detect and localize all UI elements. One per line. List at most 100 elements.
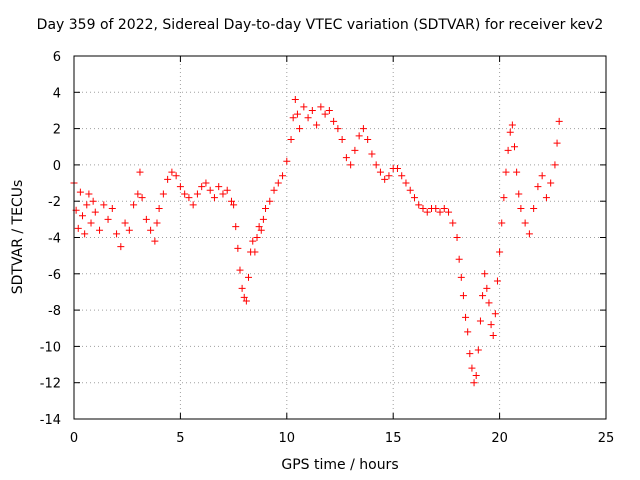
data-point bbox=[485, 299, 493, 307]
data-point bbox=[342, 154, 350, 162]
y-tick-label: -12 bbox=[40, 377, 61, 392]
data-point bbox=[381, 175, 389, 183]
data-point bbox=[108, 204, 116, 212]
data-point bbox=[385, 172, 393, 180]
y-tick-label: -4 bbox=[48, 232, 61, 247]
y-tick-label: -6 bbox=[48, 268, 61, 283]
data-point bbox=[513, 168, 521, 176]
data-point bbox=[240, 293, 248, 301]
data-point bbox=[464, 328, 472, 336]
data-point bbox=[487, 321, 495, 329]
data-point bbox=[521, 219, 529, 227]
data-point bbox=[506, 128, 514, 136]
data-point bbox=[508, 121, 516, 129]
data-point bbox=[176, 183, 184, 191]
data-point bbox=[172, 172, 180, 180]
data-point bbox=[259, 215, 267, 223]
y-tick-label: 0 bbox=[53, 159, 61, 174]
data-point bbox=[91, 208, 99, 216]
data-point bbox=[504, 146, 512, 154]
data-point bbox=[81, 230, 89, 238]
data-point bbox=[300, 103, 308, 111]
data-point bbox=[325, 106, 333, 114]
data-point bbox=[253, 234, 261, 241]
data-point bbox=[525, 230, 533, 238]
y-tick-label: -14 bbox=[40, 413, 61, 428]
data-point bbox=[130, 201, 138, 209]
data-point bbox=[219, 190, 227, 198]
data-point bbox=[351, 146, 359, 154]
data-point bbox=[198, 183, 206, 191]
data-point bbox=[164, 175, 172, 183]
data-point bbox=[85, 190, 93, 198]
data-point bbox=[249, 237, 257, 245]
data-point bbox=[74, 224, 82, 232]
x-axis-label: GPS time / hours bbox=[281, 457, 399, 473]
data-point bbox=[236, 266, 244, 274]
data-point bbox=[334, 125, 342, 133]
data-point bbox=[287, 135, 295, 143]
y-tick-label: -2 bbox=[48, 195, 61, 210]
data-point bbox=[436, 208, 444, 216]
data-point bbox=[79, 212, 87, 220]
data-point bbox=[147, 226, 155, 234]
y-tick-label: -10 bbox=[40, 340, 61, 355]
data-point bbox=[168, 168, 176, 176]
data-point bbox=[76, 188, 84, 196]
x-tick-label: 25 bbox=[598, 431, 615, 446]
data-point bbox=[368, 150, 376, 158]
data-point bbox=[449, 219, 457, 227]
data-point bbox=[251, 248, 259, 256]
data-point bbox=[423, 208, 431, 216]
data-point bbox=[181, 190, 189, 198]
data-point bbox=[472, 371, 480, 379]
data-point bbox=[242, 297, 250, 305]
data-point bbox=[453, 234, 461, 241]
data-point bbox=[151, 237, 159, 245]
data-point bbox=[538, 172, 546, 180]
data-point bbox=[136, 168, 144, 176]
chart-title: Day 359 of 2022, Sidereal Day-to-day VTE… bbox=[36, 17, 604, 33]
data-point bbox=[304, 114, 312, 122]
data-point bbox=[542, 194, 550, 202]
data-point bbox=[291, 96, 299, 104]
data-point bbox=[153, 219, 161, 227]
data-point bbox=[517, 204, 525, 212]
y-tick-label: -8 bbox=[48, 304, 61, 319]
data-point bbox=[87, 219, 95, 227]
x-tick-label: 10 bbox=[279, 431, 296, 446]
data-point bbox=[206, 186, 214, 194]
data-point bbox=[283, 157, 291, 165]
data-point bbox=[189, 201, 197, 209]
data-point bbox=[89, 197, 97, 205]
data-point bbox=[96, 226, 104, 234]
data-point bbox=[530, 204, 538, 212]
y-axis-label: SDTVAR / TECUs bbox=[10, 179, 26, 295]
data-point bbox=[289, 114, 297, 122]
data-point bbox=[445, 208, 453, 216]
x-tick-label: 0 bbox=[70, 431, 78, 446]
data-point bbox=[100, 201, 108, 209]
data-point bbox=[372, 161, 380, 169]
data-point bbox=[104, 215, 112, 223]
data-point bbox=[457, 273, 465, 281]
data-point bbox=[193, 190, 201, 198]
data-point bbox=[534, 183, 542, 191]
data-point bbox=[432, 204, 440, 212]
data-point bbox=[255, 223, 263, 231]
data-point bbox=[359, 125, 367, 133]
data-point bbox=[121, 219, 129, 227]
data-point bbox=[493, 277, 501, 285]
data-point bbox=[491, 310, 499, 318]
data-point bbox=[398, 172, 406, 180]
data-point bbox=[376, 168, 384, 176]
data-point bbox=[502, 168, 510, 176]
data-point bbox=[500, 194, 508, 202]
data-point bbox=[364, 135, 372, 143]
y-tick-label: 6 bbox=[53, 50, 61, 65]
x-tick-label: 15 bbox=[385, 431, 402, 446]
grid bbox=[74, 56, 606, 419]
data-point bbox=[483, 284, 491, 292]
